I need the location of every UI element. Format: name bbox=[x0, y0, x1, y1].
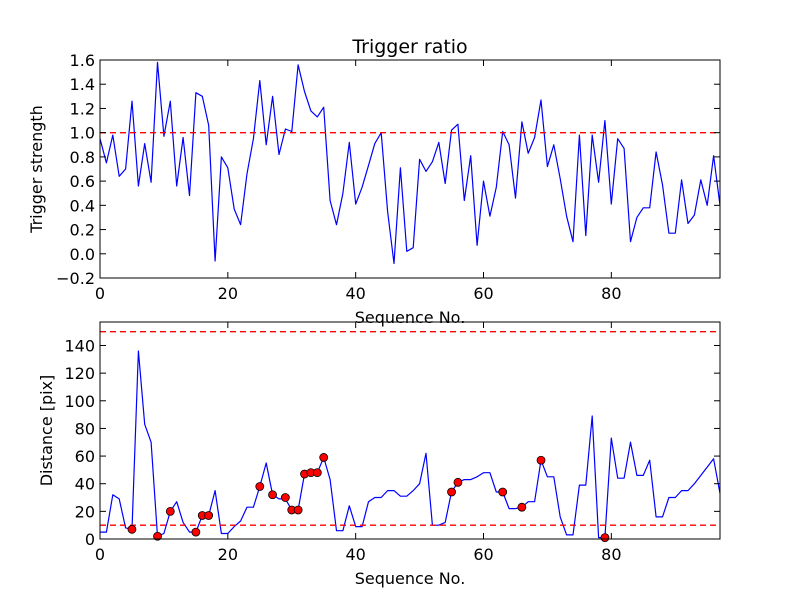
marker-point-8 bbox=[280, 493, 290, 502]
x-tick-label-0: 0 bbox=[95, 545, 105, 564]
marker-point-13 bbox=[312, 468, 322, 478]
marker-point-16 bbox=[453, 477, 463, 487]
x-tick-label-2: 40 bbox=[345, 284, 365, 303]
y-axis-label: Trigger strength bbox=[27, 105, 46, 234]
marker-point-18 bbox=[517, 502, 527, 512]
x-tick-label-4: 80 bbox=[601, 284, 621, 303]
x-tick-label-3: 60 bbox=[473, 545, 493, 564]
y-tick-label-2: 0.2 bbox=[70, 221, 95, 240]
y-tick-label-6: 1.0 bbox=[70, 124, 95, 143]
x-axis-label: Sequence No. bbox=[355, 569, 466, 588]
marker-point-6 bbox=[255, 482, 265, 491]
y-tick-label-7: 140 bbox=[64, 336, 95, 355]
marker-point-17 bbox=[498, 487, 508, 497]
series-line bbox=[99, 61, 721, 265]
marker-point-2 bbox=[165, 506, 175, 516]
y-tick-label-0: −0.2 bbox=[56, 269, 95, 288]
marker-point-5 bbox=[204, 511, 214, 520]
x-tick-label-4: 80 bbox=[601, 545, 621, 564]
marker-point-15 bbox=[447, 487, 456, 497]
x-tick-label-1: 20 bbox=[218, 284, 238, 303]
marker-point-14 bbox=[319, 453, 329, 462]
y-tick-label-2: 40 bbox=[75, 475, 95, 494]
marker-point-0 bbox=[127, 524, 137, 534]
trigger-ratio-panel: 0 20 40 60 80 −0.2 0.0 0.2 0.4 0.6 0.8 1.0 1.2 1.4 1.6… bbox=[27, 51, 721, 327]
axes-frame bbox=[99, 59, 721, 279]
y-tick-label-0: 0 bbox=[85, 530, 95, 549]
x-tick-label-3: 60 bbox=[473, 284, 493, 303]
y-tick-label-1: 20 bbox=[75, 502, 95, 521]
y-tick-label-3: 0.4 bbox=[70, 196, 95, 215]
marker-point-10 bbox=[293, 505, 303, 515]
y-axis-label: Distance [pix] bbox=[37, 375, 56, 487]
x-tick-label-0: 0 bbox=[95, 284, 105, 303]
axes-frame bbox=[99, 321, 721, 540]
y-tick-label-4: 0.6 bbox=[70, 172, 95, 191]
marker-point-7 bbox=[268, 490, 277, 500]
y-tick-label-6: 120 bbox=[64, 364, 95, 383]
y-tick-label-3: 60 bbox=[75, 447, 95, 466]
marker-point-20 bbox=[600, 533, 610, 543]
y-tick-label-4: 80 bbox=[75, 419, 95, 438]
distance-panel: 0 20 40 60 80 0 20 40 60 80 100 120 140 Sequence No. D… bbox=[37, 321, 721, 588]
chart-title: Trigger ratio bbox=[351, 36, 467, 58]
y-tick-label-8: 1.4 bbox=[70, 75, 95, 94]
marker-point-19 bbox=[536, 455, 546, 465]
x-axis-label: Sequence No. bbox=[355, 308, 466, 327]
y-tick-label-7: 1.2 bbox=[70, 99, 95, 118]
marker-point-1 bbox=[153, 531, 162, 541]
y-tick-label-9: 1.6 bbox=[70, 51, 95, 70]
y-tick-label-5: 0.8 bbox=[70, 148, 95, 167]
marker-point-3 bbox=[191, 527, 201, 537]
x-tick-label-2: 40 bbox=[345, 545, 365, 564]
y-tick-label-5: 100 bbox=[64, 392, 95, 411]
x-tick-label-1: 20 bbox=[218, 545, 238, 564]
y-tick-label-1: 0.0 bbox=[70, 245, 95, 264]
